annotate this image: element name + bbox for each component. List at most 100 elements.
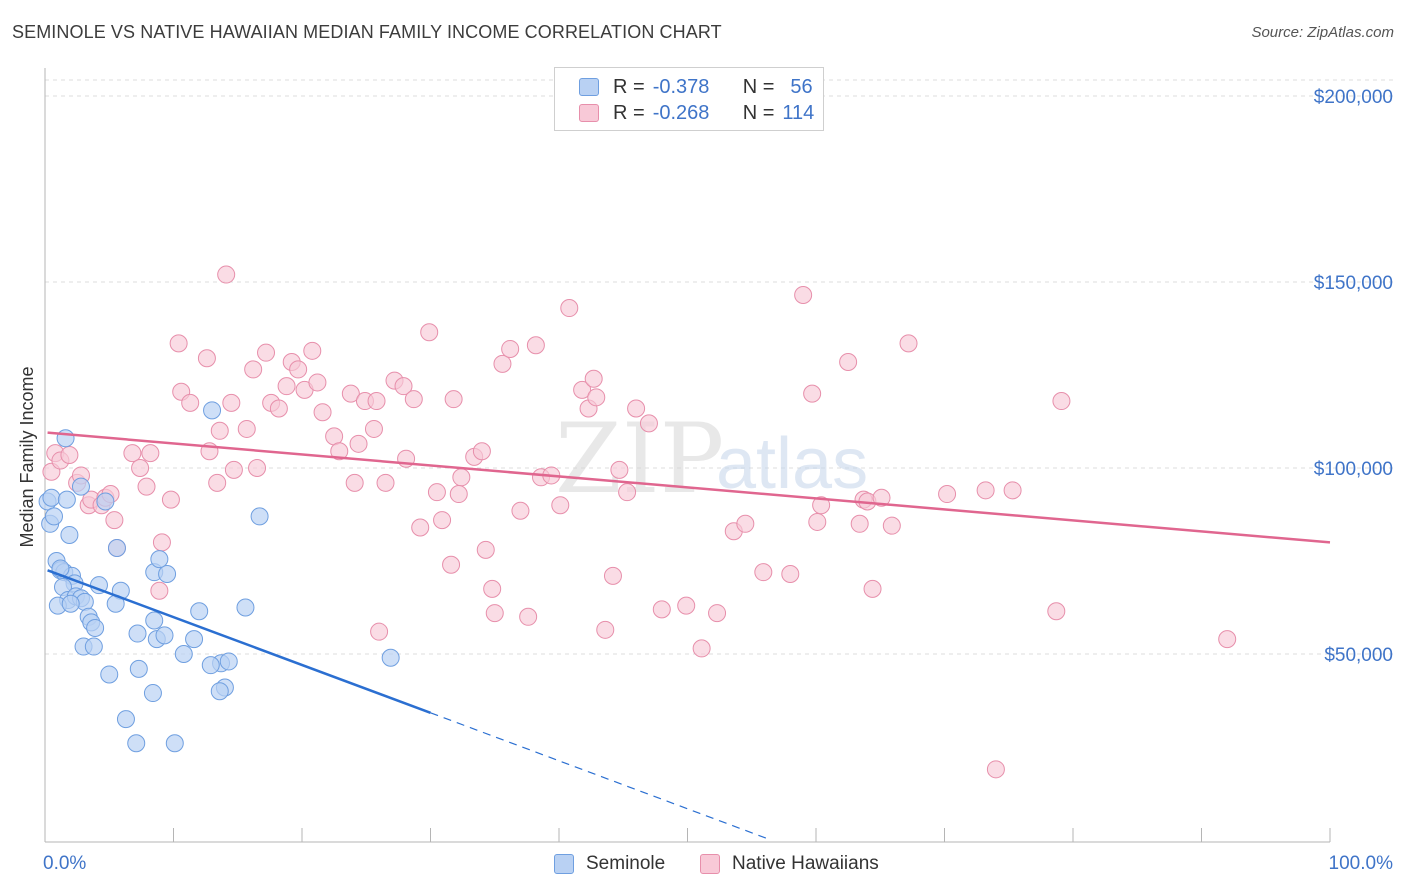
hawaiian-point [404, 390, 423, 409]
hawaiian-point [442, 555, 461, 574]
seminole-point [143, 684, 162, 703]
hawaiian-point [277, 377, 296, 396]
seminole-point [236, 598, 255, 617]
seminole-point [174, 645, 193, 663]
hawaiian-point [341, 384, 360, 403]
bottom-hawaiian-swatch [700, 854, 720, 874]
seminole-point [127, 734, 146, 753]
seminole-point [107, 538, 126, 557]
hawaiian-point [803, 384, 822, 403]
hawaiian-point [483, 579, 502, 598]
hawaiian-point [152, 533, 171, 552]
seminole-point [44, 507, 63, 526]
seminole-point [60, 525, 79, 544]
hawaiian-point [476, 540, 495, 559]
hawaiian-point [485, 604, 504, 623]
seminole-point [96, 492, 115, 511]
seminole-point [165, 734, 184, 753]
bottom-seminole-label: Seminole [586, 853, 666, 874]
hawaiian-point [131, 459, 150, 477]
hawaiian-point [269, 399, 288, 418]
hawaiian-point [501, 339, 520, 358]
hawaiian-point [584, 369, 603, 388]
native-hawaiians-points [42, 265, 1237, 779]
hawaiian-point [244, 360, 263, 379]
hawaiian-trend-line [47, 431, 1331, 544]
hawaiian-point [420, 323, 439, 342]
bottom-legend-hawaiian: Native Hawaiians [700, 851, 879, 877]
y-tick-label: $200,000 [1314, 87, 1393, 108]
hawaiian-point [367, 392, 386, 411]
seminole-point [190, 602, 209, 621]
hawaiian-point [560, 299, 579, 318]
seminole-point [185, 630, 204, 649]
seminole-point [100, 665, 119, 684]
hawaiian-point [224, 460, 243, 479]
hawaiian-point [603, 566, 622, 585]
hawaiian-point [677, 596, 696, 615]
hawaiian-point [511, 501, 530, 520]
hawaiian-point [1003, 481, 1022, 500]
seminole-point [84, 637, 103, 656]
seminole-trend-extension [430, 712, 772, 841]
hawaiian-point [208, 473, 227, 492]
hawaiian-r-label: R = [613, 101, 645, 124]
hawaiian-point [237, 419, 256, 438]
hawaiian-point [123, 444, 142, 463]
hawaiian-point [197, 349, 216, 368]
hawaiian-n-value: 114 [782, 101, 815, 124]
seminole-point [201, 656, 220, 675]
hawaiian-point [692, 639, 711, 658]
seminole-point [42, 488, 61, 507]
seminole-points [38, 401, 400, 753]
hawaiian-point [708, 604, 727, 623]
hawaiian-point [449, 485, 468, 504]
trend-lines [47, 431, 1331, 841]
hawaiian-point [161, 490, 180, 509]
x-tick-label-max: 100.0% [1329, 853, 1394, 874]
seminole-point [210, 682, 229, 701]
hawaiian-point [217, 265, 236, 284]
hawaiian-point [781, 565, 800, 584]
y-axis-label: Median Family Income [17, 366, 37, 547]
hawaiian-point [850, 514, 869, 533]
seminole-point [158, 565, 177, 584]
seminole-r-label: R = [613, 75, 645, 98]
hawaiian-point [330, 442, 349, 461]
seminole-swatch [579, 78, 599, 96]
hawaiian-point [105, 511, 124, 530]
hawaiian-point [345, 473, 364, 492]
x-tick-label-min: 0.0% [43, 853, 86, 874]
hawaiian-point [938, 485, 957, 504]
source-label: Source: ZipAtlas.com [1251, 24, 1394, 41]
hawaiian-point [222, 393, 241, 412]
hawaiian-point [610, 460, 629, 479]
hawaiian-point [794, 286, 813, 305]
seminole-point [129, 659, 148, 678]
legend-row-seminole: R = -0.378 N = 56 [579, 75, 813, 99]
seminole-point [203, 401, 222, 420]
hawaiian-point [248, 459, 267, 477]
watermark-zip: ZIP [555, 403, 724, 515]
hawaiian-point [493, 354, 512, 373]
bottom-hawaiian-label: Native Hawaiians [732, 853, 879, 874]
seminole-point [116, 710, 135, 729]
hawaiian-point [1047, 602, 1066, 621]
y-tick-label: $50,000 [1324, 645, 1393, 666]
hawaiian-point [596, 620, 615, 639]
hawaiian-point [427, 483, 446, 502]
correlation-legend: R = -0.378 N = 56 R = -0.268 N = 114 [554, 67, 824, 131]
hawaiian-point [376, 473, 395, 492]
seminole-point [128, 624, 147, 643]
seminole-point [86, 618, 105, 637]
hawaiian-point [627, 399, 646, 418]
seminole-point [61, 594, 80, 613]
hawaiian-point [812, 496, 831, 515]
hawaiian-point [976, 481, 995, 500]
hawaiian-point [210, 421, 229, 440]
hawaiian-point [169, 334, 188, 353]
y-tick-label: $150,000 [1314, 273, 1393, 294]
hawaiian-point [472, 442, 491, 461]
hawaiian-point [394, 377, 413, 396]
